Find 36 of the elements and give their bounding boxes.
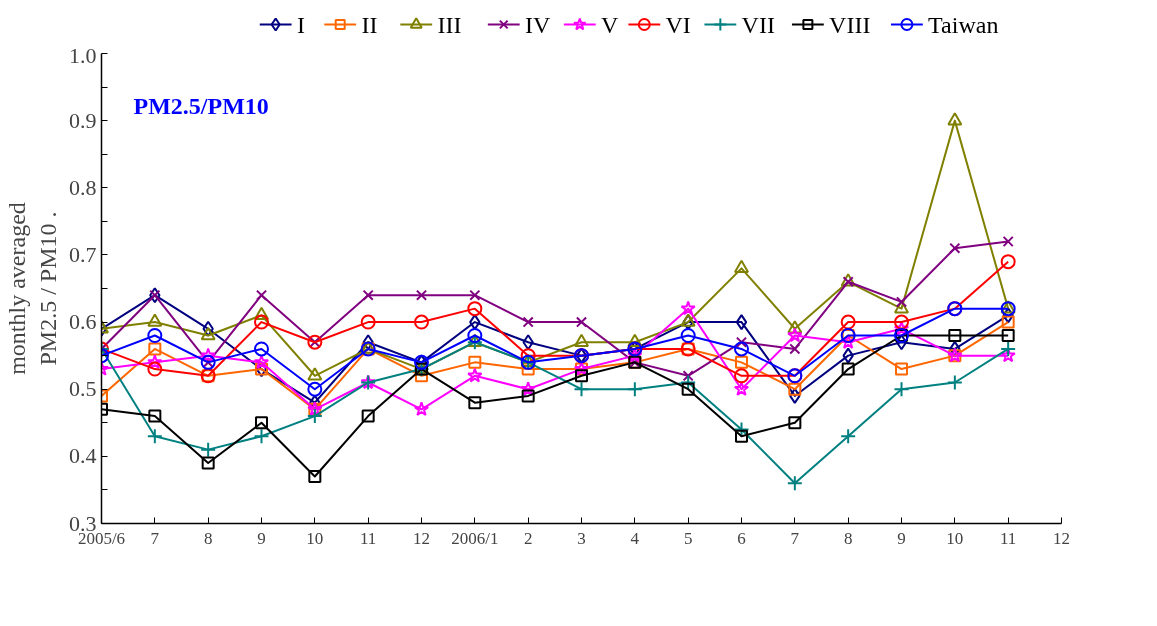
y-tick-label: 0.7 (69, 241, 97, 267)
legend-label: VII (741, 11, 775, 38)
y-tick-label: 0.6 (69, 309, 97, 335)
y-tick-label: 0.9 (69, 107, 97, 133)
legend-label: I (296, 11, 305, 38)
x-tick-label: 12 (413, 528, 430, 548)
x-tick-label: 11 (999, 528, 1017, 548)
x-tick-label: 2006/1 (451, 528, 499, 548)
legend-label: VIII (829, 11, 871, 38)
x-tick-label: 3 (577, 528, 586, 548)
y-axis-title: monthly averaged PM2.5 / PM10 . (3, 202, 61, 375)
y-tick-label: 0.4 (69, 443, 97, 469)
legend-label: III (437, 11, 462, 38)
legend-label: II (361, 11, 378, 38)
legend-label: VI (665, 11, 691, 38)
y-tick-label: 0.8 (69, 174, 97, 200)
legend-label: V (601, 11, 619, 38)
x-tick-label: 9 (257, 528, 266, 548)
x-tick-label: 10 (306, 528, 324, 548)
y-tick-label: 1.0 (69, 42, 97, 68)
x-tick-label: 11 (359, 528, 377, 548)
legend-label: Taiwan (928, 11, 999, 38)
x-tick-label: 12 (1053, 528, 1070, 548)
x-tick-label: 4 (630, 528, 640, 548)
x-tick-label: 10 (946, 528, 964, 548)
y-tick-label: 0.5 (69, 376, 97, 402)
annotation: PM2.5/PM10 (133, 93, 269, 120)
x-tick-label: 6 (737, 528, 746, 548)
x-tick-label: 7 (150, 528, 160, 548)
x-tick-label: 2 (523, 528, 533, 548)
x-tick-label: 7 (790, 528, 800, 548)
x-tick-label: 5 (683, 528, 693, 548)
x-tick-label: 9 (897, 528, 906, 548)
x-tick-label: 8 (843, 528, 853, 548)
x-tick-label: 8 (203, 528, 213, 548)
legend-label: IV (524, 11, 551, 38)
